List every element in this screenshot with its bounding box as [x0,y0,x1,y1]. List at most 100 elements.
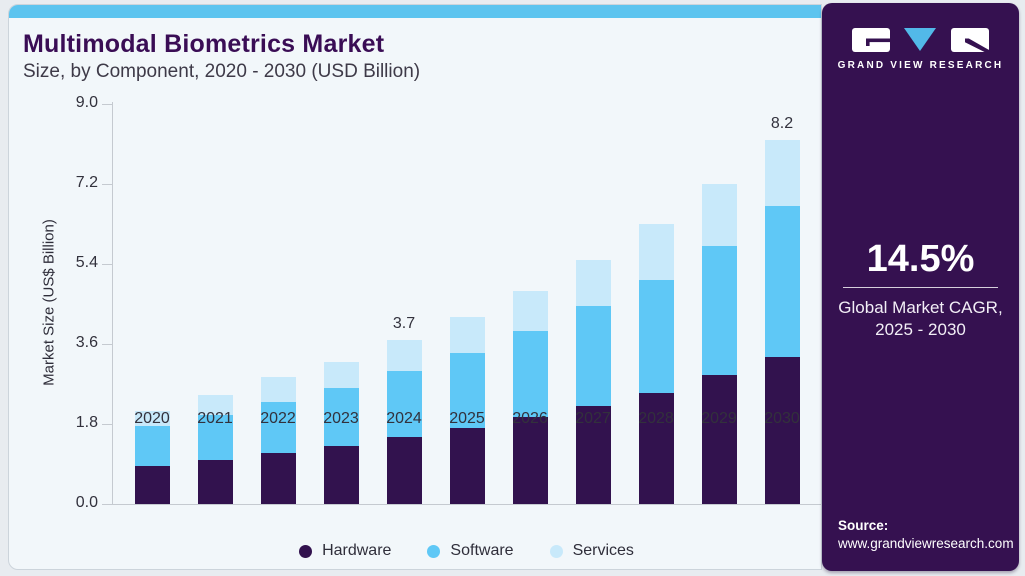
bar-segment-hardware-2027 [575,406,611,504]
legend-item-hardware: Hardware [299,542,391,560]
bar-segment-services-2026 [512,290,548,331]
bar-segment-hardware-2029 [701,375,737,504]
y-axis-line [112,102,113,505]
bar-segment-software-2027 [575,306,611,407]
legend-label-hardware: Hardware [322,542,392,559]
bar-segment-hardware-2026 [512,417,548,504]
cagr-label-line2: 2025 - 2030 [875,320,966,339]
bar-segment-software-2024 [386,370,422,438]
bar-segment-software-2025 [449,352,485,429]
bar-segment-hardware-2025 [449,428,485,504]
y-tick-mark-7.2 [102,184,112,185]
bar-value-label-2030: 8.2 [770,114,794,132]
accent-strip [9,5,821,18]
x-label-2024: 2024 [386,410,422,427]
legend-dot-software-icon [427,544,441,558]
bar-segment-software-2030 [764,206,800,358]
cagr-divider [843,287,998,288]
bar-segment-services-2027 [575,259,611,307]
source-label: Source: [838,518,889,533]
legend-label-services: Services [572,542,634,559]
x-label-2029: 2029 [701,410,737,427]
chart-region: Market Size (US$ Billion) 0.0 1.8 3.6 5.4 7.… [9,5,821,569]
x-label-2025: 2025 [449,410,485,427]
y-tick-label-3.6: 3.6 [75,334,98,351]
bar-segment-software-2028 [638,279,674,393]
bar-segment-hardware-2021 [197,459,233,504]
x-label-2021: 2021 [197,410,233,427]
bar-2029 [701,184,737,504]
bar-segment-software-2021 [197,415,233,460]
x-label-2020: 2020 [134,410,170,427]
bar-segment-services-2024 [386,339,422,371]
x-label-2023: 2023 [323,410,359,427]
sidebar: GRAND VIEW RESEARCH 14.5% Global Market … [822,3,1019,571]
bar-segment-services-2030 [764,139,800,207]
bar-2021 [197,395,233,504]
bar-2022 [260,377,296,504]
bar-2020 [134,410,170,504]
x-label-2027: 2027 [575,410,611,427]
bar-segment-services-2022 [260,377,296,402]
brand-name: GRAND VIEW RESEARCH [837,60,1004,71]
bar-2024 [386,339,422,504]
legend-label-software: Software [450,542,514,559]
bar-2026 [512,290,548,504]
brand-logo: GRAND VIEW RESEARCH [822,28,1019,71]
cagr-block: 14.5% Global Market CAGR, 2025 - 2030 [822,237,1019,341]
y-tick-label-5.4: 5.4 [75,254,98,271]
cagr-label-line1: Global Market CAGR, [838,298,1003,317]
legend-item-services: Services [549,542,634,560]
y-tick-mark-3.6 [102,344,112,345]
bar-segment-software-2022 [260,401,296,453]
bar-segment-services-2029 [701,184,737,247]
bar-segment-software-2023 [323,388,359,447]
bar-segment-software-2029 [701,246,737,376]
bar-segment-services-2025 [449,317,485,353]
bar-2028 [638,224,674,504]
legend-dot-services-icon [549,544,563,558]
gvr-logo-icon [852,28,989,52]
bar-segment-hardware-2023 [323,446,359,504]
y-tick-label-0.0: 0.0 [75,494,98,511]
bar-2030 [764,139,800,504]
y-tick-mark-9.0 [102,104,112,105]
legend-dot-hardware-icon [299,544,313,558]
y-tick-mark-0.0 [102,504,112,505]
chart-card: Multimodal Biometrics Market Size, by Co… [8,4,822,570]
x-axis-line [112,504,821,505]
y-axis-title: Market Size (US$ Billion) [40,219,58,386]
bar-segment-services-2020 [134,410,170,427]
x-label-2028: 2028 [638,410,674,427]
bar-segment-services-2023 [323,361,359,389]
bar-segment-services-2021 [197,395,233,416]
bar-segment-services-2028 [638,224,674,280]
x-label-2026: 2026 [512,410,548,427]
x-label-2022: 2022 [260,410,296,427]
page-subtitle: Size, by Component, 2020 - 2030 (USD Bil… [23,61,421,82]
y-tick-label-9.0: 9.0 [75,94,98,111]
bar-2023 [323,361,359,504]
bar-segment-hardware-2020 [134,466,170,504]
source-url: www.grandviewresearch.com [838,536,1014,551]
x-label-2030: 2030 [764,410,800,427]
source-block: Source: www.grandviewresearch.com [838,517,1014,553]
bar-segment-software-2026 [512,330,548,418]
y-tick-mark-1.8 [102,424,112,425]
y-tick-mark-5.4 [102,264,112,265]
y-tick-label-1.8: 1.8 [75,414,98,431]
cagr-value: 14.5% [866,238,975,280]
bar-segment-hardware-2028 [638,392,674,504]
y-tick-label-7.2: 7.2 [75,174,98,191]
bar-2025 [449,317,485,504]
bar-segment-software-2020 [134,426,170,467]
bar-segment-hardware-2030 [764,357,800,504]
bar-segment-hardware-2024 [386,437,422,504]
legend-item-software: Software [427,542,514,560]
plot-area [112,104,821,504]
chart-legend: Hardware Software Services [112,542,821,560]
bar-2027 [575,259,611,504]
bar-segment-hardware-2022 [260,452,296,504]
bar-value-label-2024: 3.7 [392,314,416,332]
page-title: Multimodal Biometrics Market [23,30,385,58]
